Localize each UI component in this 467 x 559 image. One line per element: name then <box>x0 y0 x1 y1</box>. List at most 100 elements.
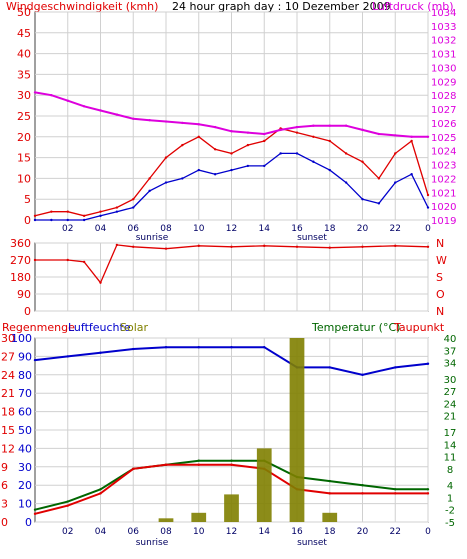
wind-direction-degrees-axis: 0 90 180 270 360 <box>10 237 31 318</box>
data-point-blue <box>230 168 233 172</box>
data-point-red <box>246 143 250 147</box>
climate-time-tick-label: 18 <box>324 527 336 537</box>
data-point-magenta <box>344 124 348 127</box>
data-point-blue <box>99 214 102 218</box>
climate-point-green <box>230 459 233 462</box>
data-point-blue <box>312 160 315 163</box>
data-point-magenta <box>295 125 299 129</box>
climate-point-green <box>33 508 37 511</box>
data-point-magenta <box>132 117 135 120</box>
time-tick-label: 18 <box>324 224 336 234</box>
data-point-magenta <box>33 91 37 94</box>
wind-speed-tick-label: 0 <box>24 214 31 227</box>
direction-compass-tick-label: N <box>436 237 444 250</box>
climate-point-blue <box>426 362 430 365</box>
direction-point <box>394 244 397 248</box>
data-point-blue <box>394 181 397 184</box>
data-point-magenta <box>426 135 430 138</box>
data-point-blue <box>197 168 200 172</box>
humidity-tick-label: 30 <box>18 461 32 474</box>
humidity-label: Luftfeuchte <box>68 321 131 334</box>
rain-tick-label: 0 <box>1 516 8 529</box>
data-point-red <box>328 139 331 143</box>
direction-point <box>115 243 119 247</box>
data-point-blue <box>410 173 413 176</box>
climate-time-tick-label: 22 <box>390 527 401 537</box>
pressure-title: Luftdruck (mb) <box>372 0 454 13</box>
data-point-red <box>426 193 430 197</box>
data-point-red <box>377 177 381 180</box>
data-point-blue <box>246 164 250 168</box>
temperature-tick-label: 24 <box>444 399 457 410</box>
data-point-magenta <box>410 135 413 138</box>
wind-speed-tick-label: 10 <box>17 172 31 185</box>
wind-pressure-series <box>33 91 430 222</box>
wind-pressure-grid <box>35 11 429 221</box>
direction-point <box>82 260 86 264</box>
climate-point-blue <box>33 358 37 362</box>
data-point-red <box>148 177 151 180</box>
data-point-magenta <box>230 130 233 133</box>
temperature-tick-label: 17 <box>444 428 457 439</box>
pressure-axis: 1019 1020 1021 1022 1023 1024 1025 1026 1027 1028… <box>431 8 456 227</box>
climate-point-red <box>197 463 200 466</box>
direction-point <box>99 281 102 284</box>
sunset-label-bottom: sunset <box>297 538 327 548</box>
time-tick-label: 20 <box>357 224 369 234</box>
temperature-tick-label: 21 <box>444 412 457 423</box>
climate-point-red <box>230 463 233 466</box>
direction-point <box>230 245 233 248</box>
rain-tick-label: 30 <box>1 332 15 345</box>
wind-speed-tick-label: 20 <box>17 131 31 144</box>
time-tick-label: 22 <box>390 224 401 234</box>
climate-point-red <box>99 492 102 495</box>
time-tick-label: 10 <box>193 224 205 234</box>
data-point-magenta <box>164 120 168 123</box>
direction-point <box>132 245 135 248</box>
data-point-red <box>344 152 348 155</box>
temperature-tick-label: -5 <box>445 518 455 529</box>
data-point-blue <box>361 198 364 201</box>
climate-point-green <box>426 488 430 491</box>
climate-point-red <box>164 463 168 466</box>
wind-speed-tick-label: 5 <box>24 193 31 206</box>
climate-point-green <box>361 484 364 487</box>
humidity-tick-label: 100 <box>11 332 32 345</box>
data-point-red <box>361 160 364 163</box>
pressure-tick-label: 1030 <box>431 63 456 74</box>
direction-degree-tick-label: 90 <box>17 288 31 301</box>
data-point-red <box>295 131 299 134</box>
data-point-blue <box>328 168 331 172</box>
humidity-tick-label: 10 <box>18 498 32 511</box>
climate-grid <box>35 337 429 523</box>
climate-point-blue <box>66 355 69 358</box>
temperature-tick-label: 40 <box>444 334 457 345</box>
pressure-tick-label: 1028 <box>431 91 456 102</box>
climate-time-tick-label: 04 <box>95 527 107 537</box>
data-point-blue <box>82 218 86 222</box>
data-point-magenta <box>66 99 69 102</box>
data-point-magenta <box>99 109 102 112</box>
rain-tick-label: 12 <box>1 442 15 455</box>
climate-time-tick-label: 12 <box>226 527 237 537</box>
data-point-red <box>263 139 266 143</box>
climate-series <box>33 338 430 522</box>
wind-speed-tick-label: 15 <box>17 152 31 165</box>
wind-speed-tick-label: 40 <box>17 48 31 61</box>
direction-point <box>66 258 69 262</box>
rain-tick-label: 18 <box>1 406 15 419</box>
solar-label: Solar <box>120 321 149 334</box>
data-point-blue <box>132 206 135 209</box>
climate-time-tick-label: 20 <box>357 527 369 537</box>
data-point-blue <box>213 173 217 176</box>
climate-time-tick-label: 14 <box>259 527 271 537</box>
climate-point-blue <box>361 373 364 376</box>
direction-point <box>263 244 266 248</box>
solar-bar <box>289 338 305 522</box>
data-point-blue <box>50 218 53 222</box>
data-point-red <box>410 139 413 143</box>
data-point-magenta <box>197 123 200 126</box>
